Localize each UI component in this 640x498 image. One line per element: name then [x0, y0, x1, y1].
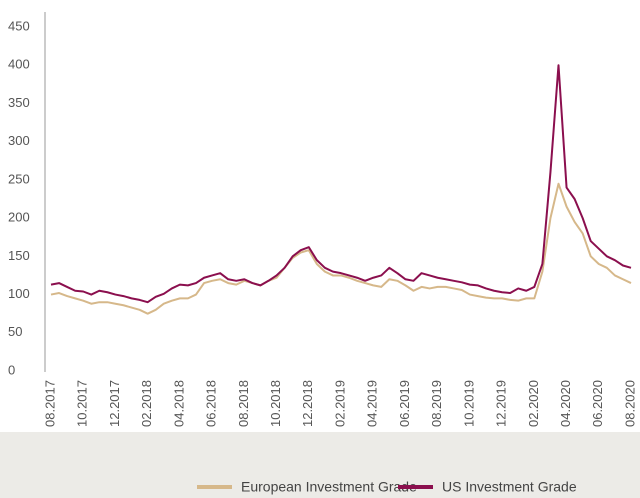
series-line [50, 64, 632, 304]
x-tick-label: 08.2020 [622, 380, 637, 427]
x-tick-label: 08.2019 [429, 380, 444, 427]
x-tick-label: 12.2019 [494, 380, 509, 427]
x-tick-label: 12.2018 [300, 380, 315, 427]
x-tick-label: 06.2019 [397, 380, 412, 427]
y-tick-label: 400 [8, 57, 30, 72]
legend-label: US Investment Grade [442, 479, 577, 495]
x-tick-label: 06.2020 [590, 380, 605, 427]
y-tick-label: 200 [8, 210, 30, 225]
x-tick-label: 08.2018 [236, 380, 251, 427]
x-tick-label: 02.2019 [332, 380, 347, 427]
x-tick-label: 04.2019 [365, 380, 380, 427]
y-tick-label: 250 [8, 171, 30, 186]
y-tick-label: 450 [8, 18, 30, 33]
y-tick-label: 300 [8, 133, 30, 148]
y-tick-label: 350 [8, 95, 30, 110]
x-tick-label: 04.2018 [171, 380, 186, 427]
y-tick-label: 150 [8, 248, 30, 263]
x-tick-label: 04.2020 [558, 380, 573, 427]
y-tick-label: 0 [8, 362, 15, 377]
x-tick-label: 10.2017 [75, 380, 90, 427]
x-tick-label: 10.2019 [461, 380, 476, 427]
x-tick-label: 02.2018 [139, 380, 154, 427]
x-tick-label: 06.2018 [204, 380, 219, 427]
x-tick-label: 08.2017 [42, 380, 57, 427]
x-tick-label: 02.2020 [526, 380, 541, 427]
x-tick-label: 12.2017 [107, 380, 122, 427]
series-line [50, 182, 632, 315]
y-tick-label: 100 [8, 286, 30, 301]
legend-label: European Investment Grade [241, 479, 417, 495]
y-tick-label: 50 [8, 324, 22, 339]
legend-background [0, 432, 640, 498]
x-tick-label: 10.2018 [268, 380, 283, 427]
